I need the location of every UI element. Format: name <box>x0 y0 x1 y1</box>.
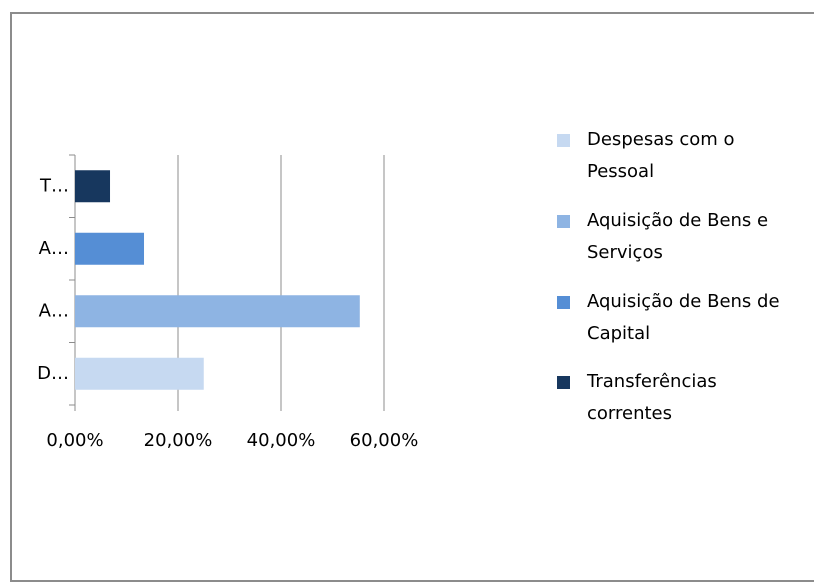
legend-item: Transferências correntes <box>557 366 797 430</box>
bar <box>75 170 111 203</box>
legend-label: Aquisição de Bens de Capital <box>587 291 780 344</box>
x-tick-label: 20,00% <box>144 430 213 451</box>
legend-item: Aquisição de Bens de Capital <box>557 286 797 350</box>
legend-label: Aquisição de Bens e Serviços <box>587 210 769 263</box>
chart: 0,00% 20,00% 40,00% 60,00% D… A… A… T… <box>37 154 419 451</box>
legend-item: Despesas com o Pessoal <box>557 124 797 188</box>
x-tick-label: 60,00% <box>350 430 419 451</box>
legend-swatch <box>557 215 570 228</box>
legend-swatch <box>557 134 570 147</box>
y-tick-label: T… <box>39 175 69 196</box>
legend-label: Transferências correntes <box>587 371 717 424</box>
bar <box>75 357 204 390</box>
legend-item: Aquisição de Bens e Serviços <box>557 205 797 269</box>
legend-swatch <box>557 296 570 309</box>
bar <box>75 295 360 328</box>
page: 0,00% 20,00% 40,00% 60,00% D… A… A… T… Despesas… <box>10 12 814 582</box>
y-tick-label: D… <box>37 363 69 384</box>
y-tick-label: A… <box>39 238 69 259</box>
legend-swatch <box>557 376 570 389</box>
x-tick-label: 40,00% <box>247 430 316 451</box>
y-tick-label: A… <box>39 300 69 321</box>
bar <box>75 232 145 265</box>
x-tick-label: 0,00% <box>46 430 103 451</box>
legend-label: Despesas com o Pessoal <box>587 129 735 182</box>
